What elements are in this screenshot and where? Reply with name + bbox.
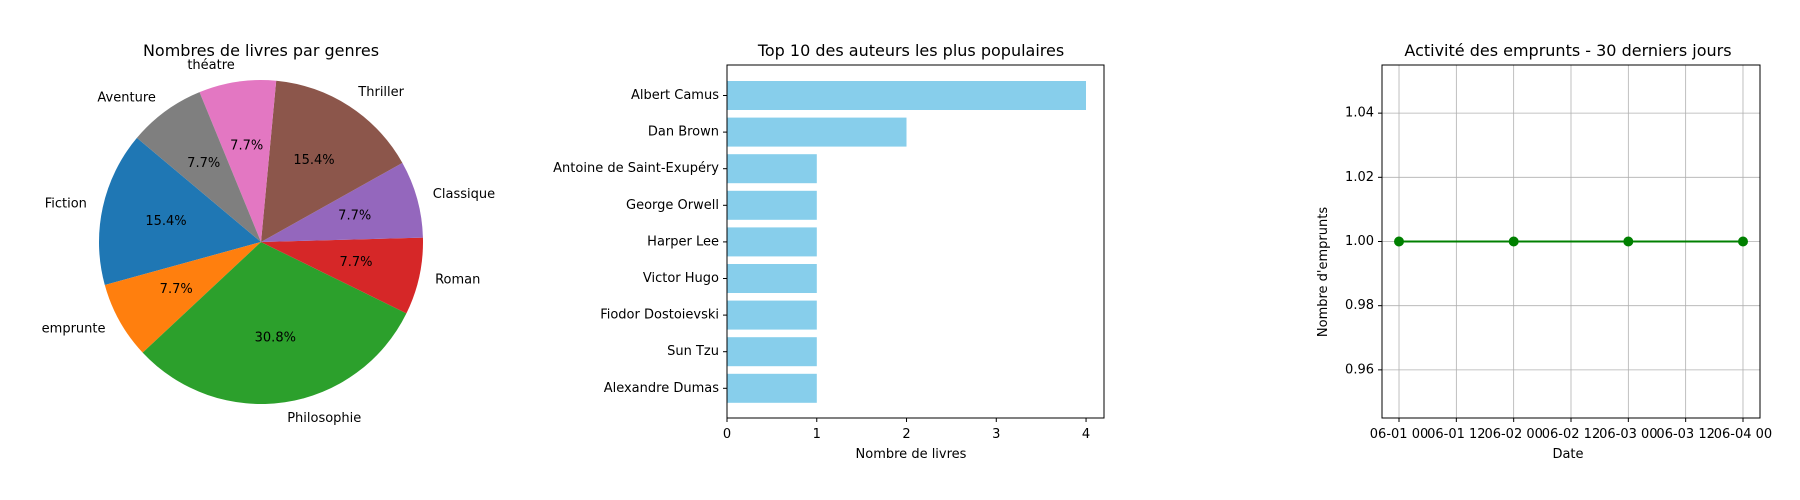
- line-ylabel: Nombre d'emprunts: [1316, 207, 1331, 337]
- line-xtick-label: 06-04 00: [1714, 427, 1772, 442]
- pie-slice-aventure: [136, 92, 261, 243]
- pie-pct-classique: 7.7%: [338, 209, 371, 224]
- line-point: [1394, 236, 1404, 247]
- bar-antoine-de-saint-exupery: [727, 154, 817, 184]
- pie-label-theatre: théatre: [187, 58, 234, 73]
- bar-category-label: Harper Lee: [647, 234, 719, 249]
- bar-category-label: Victor Hugo: [643, 271, 719, 286]
- line-point: [1623, 236, 1634, 247]
- pie-pct-roman: 7.7%: [339, 255, 372, 270]
- bar-title: Top 10 des auteurs les plus populaires: [757, 41, 1064, 60]
- line-point: [1508, 236, 1519, 247]
- line-ytick-label: 1.00: [1345, 234, 1374, 249]
- bar-fiodor-dostoievski: [727, 300, 817, 330]
- pie-slice-fiction: [98, 137, 261, 285]
- pie-title: Nombres de livres par genres: [143, 41, 379, 60]
- bar-category-label: Alexandre Dumas: [604, 381, 719, 396]
- bar-category-label: Dan Brown: [648, 125, 719, 140]
- line-title: Activité des emprunts - 30 derniers jour…: [1404, 41, 1731, 60]
- genre-pie-chart: Nombres de livres par genres Fiction 15.4…: [42, 41, 495, 426]
- pie-slice-roman: [261, 237, 423, 314]
- line-xtick-label: 06-02 00: [1484, 427, 1542, 442]
- bar-albert-camus: [727, 81, 1086, 110]
- line-xtick-label: 06-02 12: [1542, 427, 1600, 442]
- pie-slice-philosophie: [142, 242, 407, 404]
- bar-category-label: Antoine de Saint-Exupéry: [553, 161, 719, 176]
- loans-line-chart: Activité des emprunts - 30 derniers jour…: [1316, 41, 1772, 462]
- pie-slice-emprunte: [104, 242, 261, 353]
- pie-label-thriller: Thriller: [357, 85, 404, 100]
- bar-xtick-label: 4: [1082, 427, 1090, 442]
- pie-slice-classique: [261, 162, 423, 242]
- pie-pct-philosophie: 30.8%: [255, 331, 296, 346]
- line-xtick-label: 06-03 00: [1599, 427, 1657, 442]
- pie-label-roman: Roman: [435, 273, 480, 288]
- pie-label-classique: Classique: [433, 187, 495, 202]
- bar-victor-hugo: [727, 264, 817, 293]
- pie-pct-aventure: 7.7%: [187, 156, 220, 171]
- bar-category-label: Fiodor Dostoievski: [600, 308, 719, 323]
- bar-xtick-label: 0: [723, 427, 731, 442]
- line-ytick-label: 1.02: [1345, 170, 1374, 185]
- pie-label-fiction: Fiction: [45, 197, 87, 212]
- line-xtick-label: 06-01 12: [1427, 427, 1485, 442]
- pie-pct-fiction: 15.4%: [145, 214, 186, 229]
- line-xlabel: Date: [1552, 447, 1583, 462]
- pie-pct-theatre: 7.7%: [230, 138, 263, 153]
- bar-xlabel: Nombre de livres: [856, 447, 967, 462]
- bar-xtick-label: 2: [902, 427, 910, 442]
- line-ytick-label: 0.96: [1345, 362, 1374, 377]
- bar-harper-lee: [727, 227, 817, 257]
- line-xtick-label: 06-01 00: [1370, 427, 1428, 442]
- pie-label-philosophie: Philosophie: [287, 411, 361, 426]
- pie-slice-theatre: [199, 79, 277, 242]
- pie-slice-thriller: [261, 80, 403, 243]
- bar-category-label: Albert Camus: [631, 88, 719, 103]
- bar-category-label: Sun Tzu: [667, 344, 719, 359]
- pie-pct-thriller: 15.4%: [293, 153, 334, 168]
- line-plot-frame: [1381, 64, 1761, 419]
- line-ytick-label: 1.04: [1345, 106, 1374, 121]
- bar-george-orwell: [727, 190, 817, 220]
- line-ytick-label: 0.98: [1345, 298, 1374, 313]
- bar-sun-tzu: [727, 337, 817, 367]
- pie-label-emprunte: emprunte: [42, 322, 106, 337]
- bar-category-label: George Orwell: [626, 198, 719, 213]
- bar-alexandre-dumas: [727, 373, 817, 403]
- bar-xtick-label: 1: [813, 427, 821, 442]
- line-xtick-label: 06-03 12: [1656, 427, 1714, 442]
- authors-bar-chart: Top 10 des auteurs les plus populaires A…: [553, 41, 1105, 462]
- pie-pct-emprunte: 7.7%: [160, 282, 193, 297]
- bar-xtick-label: 3: [992, 427, 1000, 442]
- pie-label-aventure: Aventure: [97, 91, 155, 106]
- line-point: [1738, 236, 1748, 247]
- bar-dan-brown: [727, 117, 907, 147]
